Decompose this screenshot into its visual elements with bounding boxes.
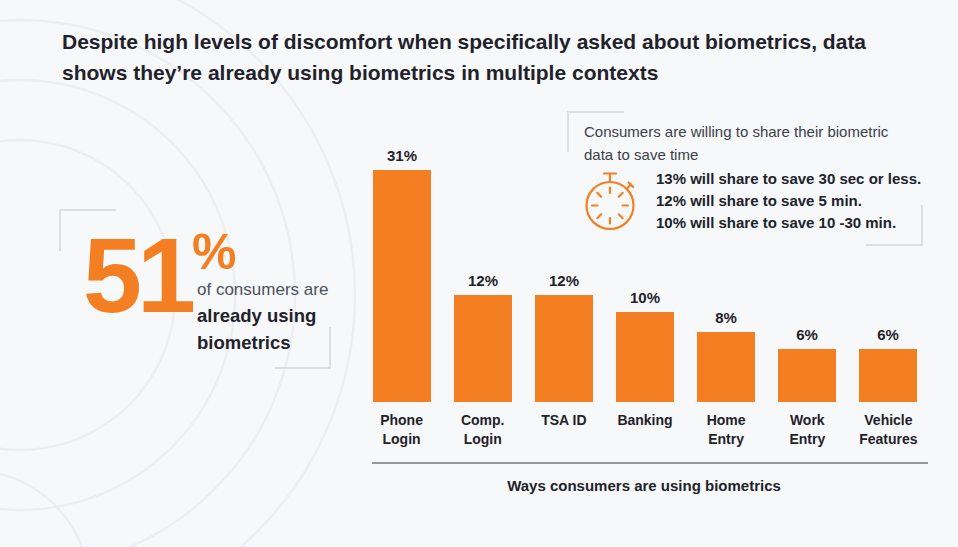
bar: [535, 295, 593, 402]
stat-percent-sign: %: [192, 227, 236, 277]
stat-copy-line-1: of consumers are: [197, 278, 328, 301]
chart-caption: Ways consumers are using biometrics: [366, 477, 922, 494]
stat-copy: of consumers are already using biometric…: [197, 278, 328, 355]
bar-column: 10%: [616, 289, 674, 402]
bar-column: 8%: [697, 309, 755, 402]
category-label: Work Entry: [767, 411, 848, 448]
bar: [859, 349, 917, 402]
category-label: Phone Login: [361, 411, 442, 448]
category-labels-row: Phone LoginComp. LoginTSA IDBankingHome …: [361, 411, 929, 448]
x-axis-divider: [372, 462, 928, 464]
bar: [454, 295, 512, 402]
bar: [778, 349, 836, 402]
category-label: Comp. Login: [442, 411, 523, 448]
bar-value-label: 10%: [630, 289, 660, 306]
page-title: Despite high levels of discomfort when s…: [62, 26, 932, 88]
bar-column: 12%: [535, 272, 593, 402]
infographic-page: Despite high levels of discomfort when s…: [0, 0, 958, 547]
bar-value-label: 6%: [877, 326, 899, 343]
bar-column: 6%: [778, 326, 836, 402]
bar-value-label: 12%: [468, 272, 498, 289]
category-label: Home Entry: [686, 411, 767, 448]
category-label: Banking: [604, 411, 685, 448]
stat-copy-line-3: biometrics: [197, 330, 328, 355]
category-label: TSA ID: [523, 411, 604, 448]
bar-value-label: 6%: [796, 326, 818, 343]
bar-chart: 31% 12% 12% 10% 8% 6% 6%: [373, 140, 917, 402]
category-label: Vehicle Features: [848, 411, 929, 448]
bar: [616, 312, 674, 402]
bar-column: 6%: [859, 326, 917, 402]
bar-value-label: 31%: [387, 147, 417, 164]
title-line-1: Despite high levels of discomfort when s…: [62, 26, 932, 57]
stat-value: 51: [83, 222, 191, 328]
bar: [373, 170, 431, 402]
stat-copy-line-2: already using: [197, 303, 328, 328]
bar-column: 12%: [454, 272, 512, 402]
bar-value-label: 8%: [715, 309, 737, 326]
bar-value-label: 12%: [549, 272, 579, 289]
title-line-2: shows they’re already using biometrics i…: [62, 57, 932, 88]
bar: [697, 332, 755, 402]
bar-column: 31%: [373, 147, 431, 402]
